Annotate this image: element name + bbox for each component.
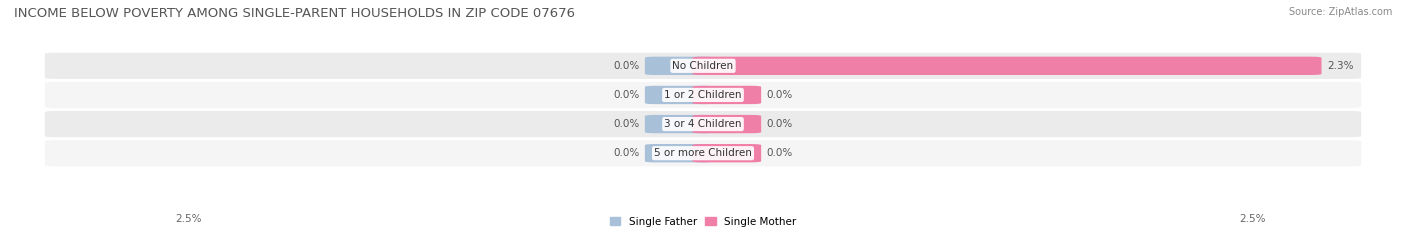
- Text: 0.0%: 0.0%: [613, 148, 640, 158]
- Text: 2.5%: 2.5%: [1239, 214, 1265, 224]
- Text: INCOME BELOW POVERTY AMONG SINGLE-PARENT HOUSEHOLDS IN ZIP CODE 07676: INCOME BELOW POVERTY AMONG SINGLE-PARENT…: [14, 7, 575, 20]
- Text: 0.0%: 0.0%: [766, 148, 793, 158]
- FancyBboxPatch shape: [692, 115, 761, 133]
- Text: 1 or 2 Children: 1 or 2 Children: [664, 90, 742, 100]
- Legend: Single Father, Single Mother: Single Father, Single Mother: [610, 217, 796, 227]
- FancyBboxPatch shape: [692, 57, 1322, 75]
- FancyBboxPatch shape: [645, 144, 714, 162]
- Text: 0.0%: 0.0%: [613, 90, 640, 100]
- Text: 0.0%: 0.0%: [613, 61, 640, 71]
- Text: 3 or 4 Children: 3 or 4 Children: [664, 119, 742, 129]
- FancyBboxPatch shape: [692, 144, 761, 162]
- Text: 0.0%: 0.0%: [613, 119, 640, 129]
- FancyBboxPatch shape: [645, 86, 714, 104]
- FancyBboxPatch shape: [45, 53, 1361, 79]
- Text: 2.5%: 2.5%: [176, 214, 202, 224]
- Text: 0.0%: 0.0%: [766, 90, 793, 100]
- Text: No Children: No Children: [672, 61, 734, 71]
- Text: 2.3%: 2.3%: [1327, 61, 1354, 71]
- Text: 5 or more Children: 5 or more Children: [654, 148, 752, 158]
- FancyBboxPatch shape: [45, 82, 1361, 108]
- FancyBboxPatch shape: [645, 57, 714, 75]
- Text: 0.0%: 0.0%: [766, 119, 793, 129]
- FancyBboxPatch shape: [45, 140, 1361, 166]
- Text: Source: ZipAtlas.com: Source: ZipAtlas.com: [1288, 7, 1392, 17]
- FancyBboxPatch shape: [45, 111, 1361, 137]
- FancyBboxPatch shape: [645, 115, 714, 133]
- FancyBboxPatch shape: [692, 86, 761, 104]
